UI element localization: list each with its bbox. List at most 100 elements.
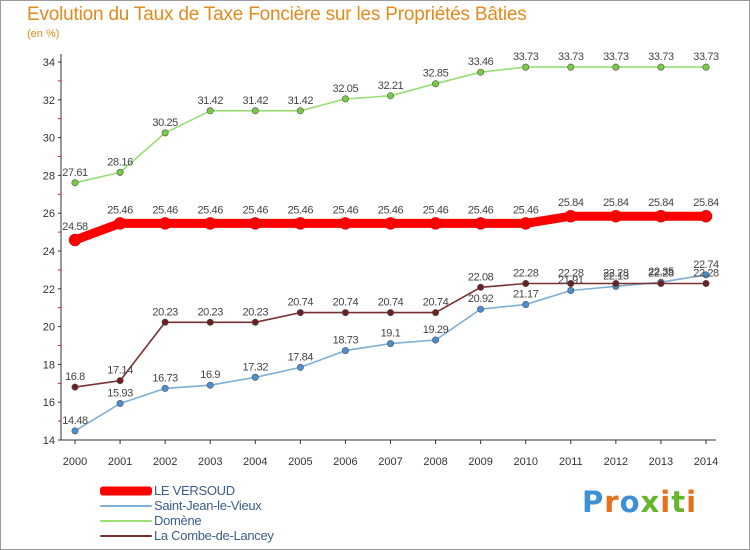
x-tick-label: 2007 [378, 456, 402, 468]
data-point [116, 377, 124, 385]
data-label: 17.14 [107, 365, 133, 377]
data-point [206, 107, 214, 115]
data-label: 19.1 [381, 328, 401, 340]
data-label: 25.84 [693, 197, 719, 209]
data-label: 20.74 [333, 297, 359, 309]
x-tick-label: 2005 [288, 456, 312, 468]
data-point [429, 217, 442, 230]
data-point [567, 63, 575, 71]
data-label: 17.32 [243, 361, 269, 373]
data-point [296, 363, 304, 371]
data-label: 20.74 [378, 297, 404, 309]
y-tick-label: 30 [43, 133, 55, 145]
legend-label: Domène [154, 513, 202, 528]
data-label: 25.84 [603, 197, 629, 209]
data-point [522, 63, 530, 71]
data-label: 28.16 [107, 156, 133, 168]
data-label: 31.42 [243, 95, 269, 107]
data-point [522, 300, 530, 308]
x-tick-label: 2000 [63, 456, 87, 468]
data-point [296, 107, 304, 115]
data-point [251, 318, 259, 326]
y-tick-label: 26 [43, 208, 55, 220]
data-label: 14.48 [62, 415, 88, 427]
data-label: 20.23 [243, 306, 269, 318]
data-point [702, 271, 710, 279]
data-point [294, 217, 307, 230]
x-tick-label: 2013 [649, 456, 673, 468]
data-point [203, 217, 217, 230]
data-label: 22.74 [693, 259, 719, 271]
x-tick-label: 2012 [604, 456, 628, 468]
legend-swatch [100, 519, 152, 522]
data-label: 25.46 [513, 204, 539, 216]
data-point [612, 63, 620, 71]
data-label: 32.05 [333, 83, 359, 95]
data-label: 25.46 [152, 204, 178, 216]
data-point [71, 383, 79, 391]
data-label: 18.73 [333, 335, 359, 347]
data-label: 31.42 [197, 95, 223, 107]
data-point [567, 287, 575, 295]
legend-label: LE VERSOUD [154, 483, 235, 498]
data-point [206, 318, 214, 326]
x-tick-label: 2003 [198, 456, 222, 468]
data-label: 22.28 [558, 268, 584, 280]
data-point [432, 80, 440, 88]
data-label: 25.46 [423, 204, 449, 216]
data-label: 22.35 [648, 266, 674, 278]
data-point [609, 209, 623, 223]
unit-label: (en %) [27, 28, 60, 40]
legend-label: La Combe-de-Lancey [154, 528, 274, 543]
data-label: 22.13 [603, 270, 629, 282]
data-point [341, 347, 349, 355]
data-label: 20.23 [197, 306, 223, 318]
data-point [657, 280, 665, 288]
data-label: 25.46 [333, 204, 359, 216]
data-point [477, 68, 485, 76]
x-tick-label: 2006 [333, 456, 357, 468]
data-point [386, 309, 394, 317]
data-label: 21.91 [558, 275, 584, 287]
chart-title: Evolution du Taux de Taxe Foncière sur l… [27, 4, 527, 25]
data-label: 16.9 [200, 369, 220, 381]
data-point [612, 280, 620, 288]
x-tick-label: 2002 [153, 456, 177, 468]
data-point [567, 280, 575, 288]
data-point [158, 217, 172, 230]
x-tick-label: 2014 [694, 456, 718, 468]
x-tick-label: 2010 [513, 456, 537, 468]
data-label: 24.58 [62, 221, 88, 233]
data-label: 21.17 [513, 288, 539, 300]
data-label: 27.61 [62, 167, 88, 179]
x-tick-label: 2008 [423, 456, 447, 468]
data-label: 33.73 [603, 51, 629, 63]
data-label: 20.74 [423, 297, 449, 309]
data-point [249, 217, 262, 230]
legend-swatch [100, 534, 152, 537]
data-point [71, 179, 79, 187]
y-tick-label: 14 [43, 435, 55, 447]
y-tick-label: 24 [43, 246, 55, 258]
data-label: 22.28 [693, 268, 719, 280]
y-tick-label: 32 [43, 95, 55, 107]
data-point [251, 107, 259, 115]
data-point [161, 129, 169, 137]
data-label: 33.73 [648, 51, 674, 63]
data-point [296, 309, 304, 317]
data-label: 25.46 [468, 204, 494, 216]
data-label: 16.8 [65, 371, 85, 383]
data-point [657, 63, 665, 71]
data-label: 25.46 [243, 204, 269, 216]
data-point [386, 92, 394, 100]
data-point [206, 381, 214, 389]
y-tick-label: 22 [43, 284, 55, 296]
data-label: 22.28 [603, 268, 629, 280]
x-tick-label: 2011 [559, 456, 583, 468]
data-label: 22.08 [468, 271, 494, 283]
data-point [432, 309, 440, 317]
data-label: 30.25 [152, 117, 178, 129]
data-label: 16.73 [152, 372, 178, 384]
